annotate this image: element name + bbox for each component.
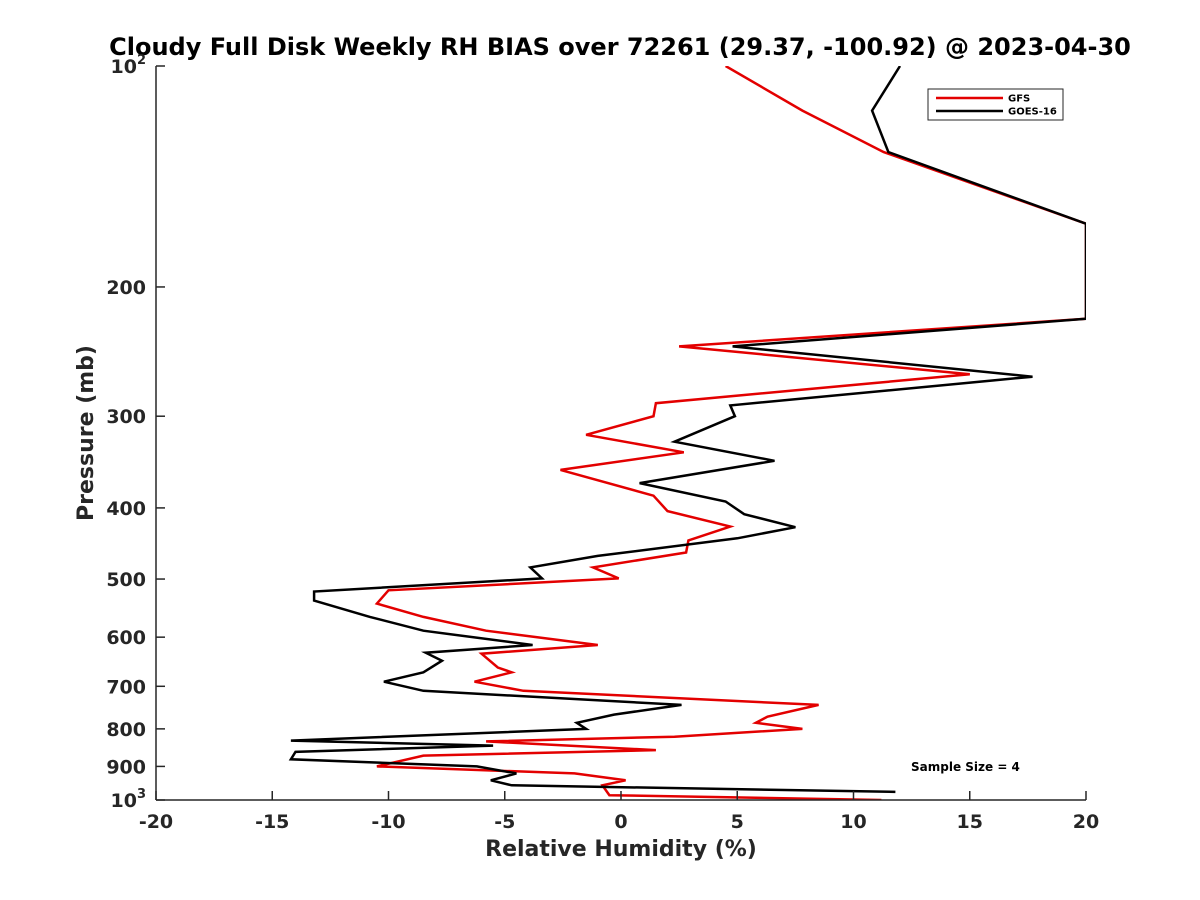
legend-label-goes16: GOES-16 — [1008, 107, 1057, 118]
y-axis-label: Pressure (mb) — [74, 345, 99, 521]
x-tick-label: -5 — [494, 811, 515, 833]
x-tick-label: 20 — [1073, 811, 1099, 833]
plot-area — [156, 66, 1086, 800]
y-tick-label: 103 — [111, 787, 147, 812]
y-tick-label: 700 — [106, 676, 146, 698]
sample-size-annotation: Sample Size = 4 — [911, 760, 1020, 774]
x-tick-label: 15 — [957, 811, 983, 833]
chart-title: Cloudy Full Disk Weekly RH BIAS over 722… — [109, 33, 1131, 61]
x-tick-label: -15 — [255, 811, 289, 833]
x-axis-label: Relative Humidity (%) — [485, 837, 757, 862]
series-layer — [288, 66, 1086, 800]
y-tick-label: 800 — [106, 719, 146, 741]
x-tick-label: -20 — [139, 811, 173, 833]
y-axis-ticks: 102 200 300 400 500 600 700 800 900 103 — [106, 53, 165, 812]
y-tick-label: 900 — [106, 756, 146, 778]
legend: GFS GOES-16 — [927, 88, 1064, 121]
x-axis-ticks: -20 -15 -10 -5 0 5 10 15 20 — [139, 791, 1099, 833]
y-tick-label: 400 — [106, 498, 146, 520]
series-line-goes16 — [288, 66, 1086, 794]
legend-label-gfs: GFS — [1008, 94, 1030, 105]
y-tick-label: 102 — [111, 53, 147, 78]
x-tick-label: 0 — [614, 811, 627, 833]
y-tick-label: 500 — [106, 569, 146, 591]
y-tick-label: 600 — [106, 627, 146, 649]
x-tick-label: 10 — [840, 811, 866, 833]
x-tick-label: 5 — [731, 811, 744, 833]
legend-box — [927, 88, 1064, 121]
y-tick-label: 300 — [106, 406, 146, 428]
y-tick-label: 200 — [106, 277, 146, 299]
x-tick-label: -10 — [371, 811, 405, 833]
series-line-gfs — [374, 66, 1086, 800]
plot-background — [156, 66, 1086, 800]
